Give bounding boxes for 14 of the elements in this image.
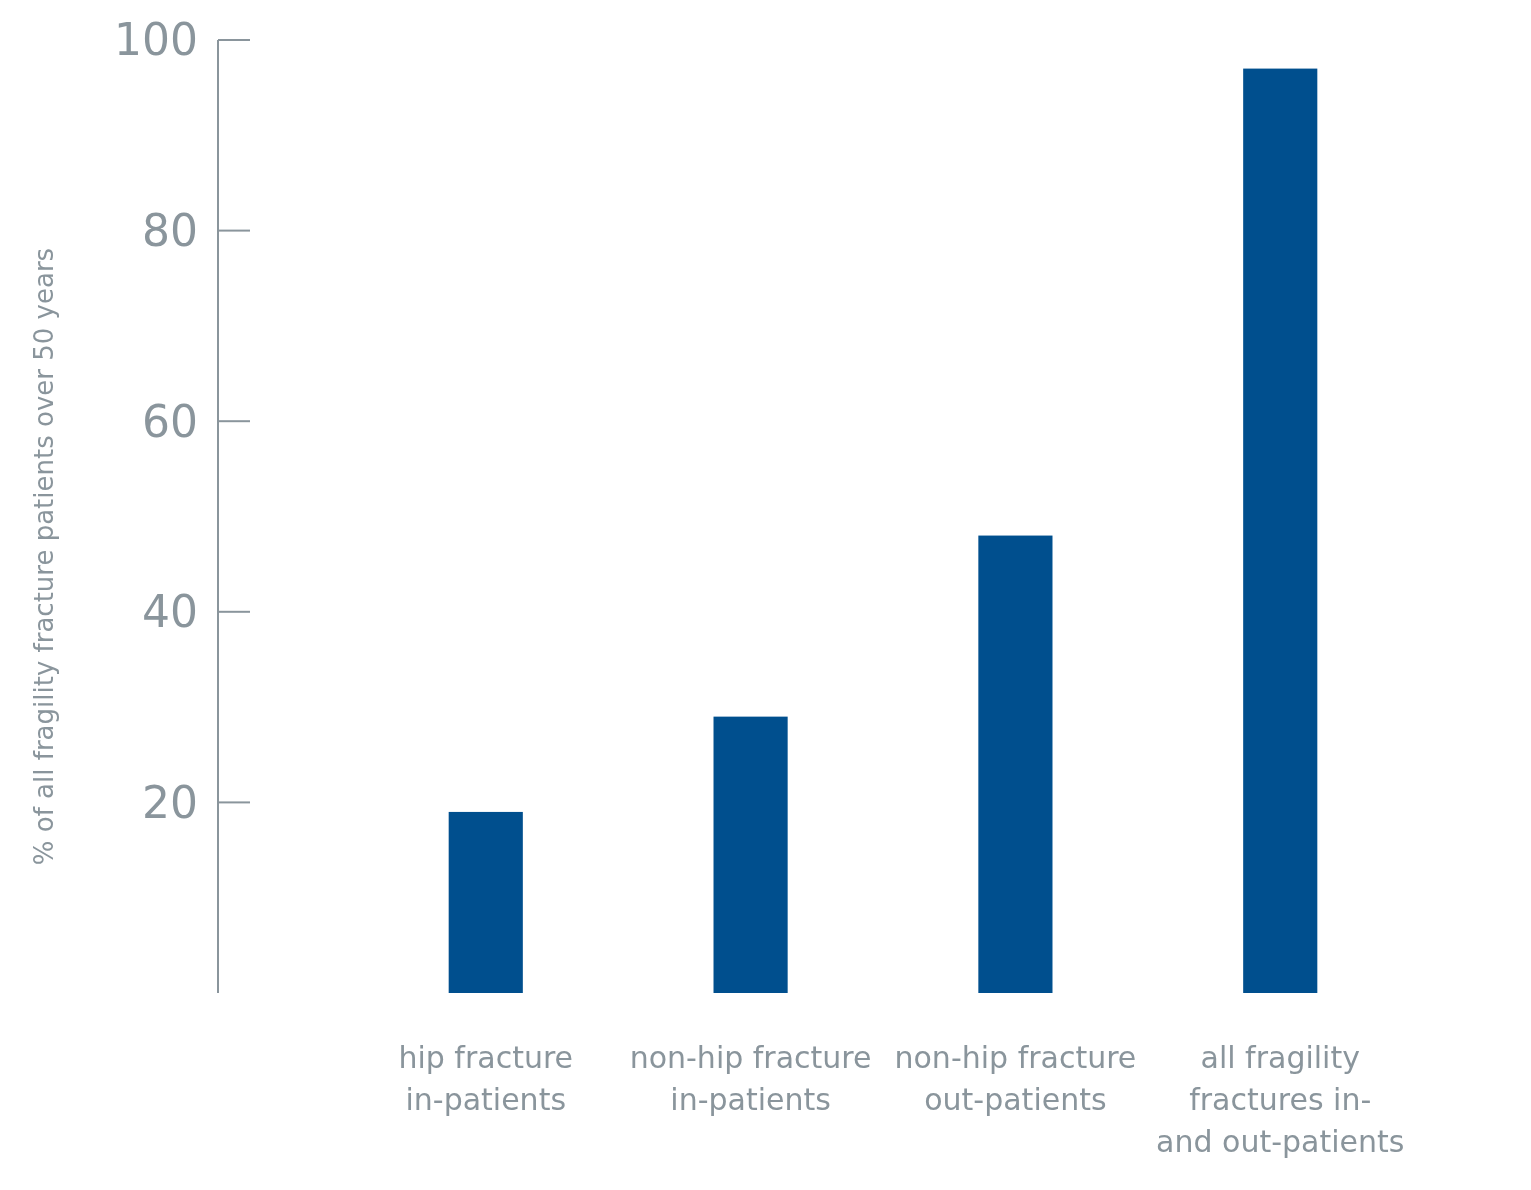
- y-tick-label: 100: [114, 14, 198, 66]
- x-tick-label: hip fracture in-patients: [398, 1040, 574, 1117]
- x-tick-label: all fragility fractures in- and out-patients: [1156, 1040, 1405, 1159]
- y-axis-title: % of all fragility fracture patients over 50 years: [29, 247, 59, 866]
- y-tick-label: 40: [142, 586, 198, 638]
- bar: [978, 535, 1053, 993]
- y-tick-label: 60: [142, 395, 198, 447]
- x-tick-label: non-hip fracture out-patients: [894, 1040, 1137, 1117]
- x-tick-label: non-hip fracture in-patients: [629, 1040, 872, 1117]
- bar: [448, 811, 523, 993]
- bar: [713, 716, 788, 993]
- bar: [1243, 68, 1318, 993]
- y-tick-label: 20: [142, 776, 198, 828]
- y-tick-label: 80: [142, 205, 198, 256]
